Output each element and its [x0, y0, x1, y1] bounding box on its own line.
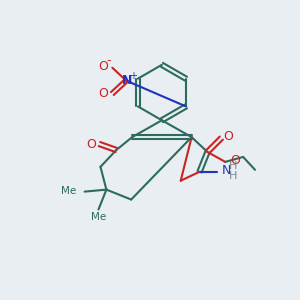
Text: O: O — [223, 130, 233, 142]
Text: +: + — [129, 71, 137, 81]
Text: O: O — [87, 138, 97, 151]
Text: Me: Me — [91, 212, 106, 222]
Text: -: - — [106, 54, 111, 67]
Text: O: O — [98, 87, 108, 100]
Text: H: H — [229, 171, 238, 181]
Text: O: O — [98, 60, 108, 73]
Text: H: H — [229, 161, 238, 171]
Text: N: N — [122, 74, 132, 87]
Text: O: O — [230, 154, 240, 167]
Text: Me: Me — [61, 186, 77, 196]
Text: N: N — [221, 164, 231, 177]
